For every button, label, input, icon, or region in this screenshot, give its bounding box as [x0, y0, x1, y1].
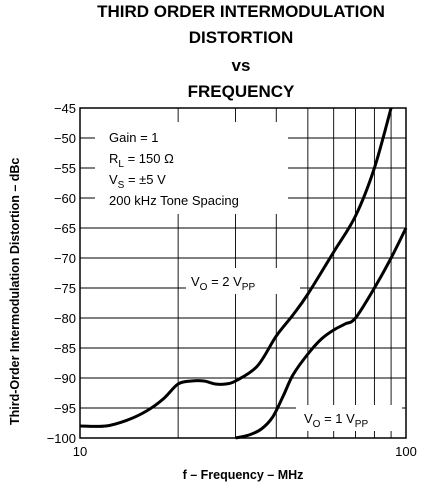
series-line-2vpp — [79, 107, 393, 428]
series-label-bg-2vpp — [186, 268, 300, 294]
chart-title-line-3: vs — [231, 56, 251, 75]
y-tick-label: −70 — [54, 251, 76, 266]
x-tick-label: 10 — [73, 444, 87, 459]
y-tick-label: −65 — [54, 221, 76, 236]
y-tick-label: −95 — [54, 401, 76, 416]
y-tick-label: −45 — [54, 101, 76, 116]
x-axis-label: f – Frequency – MHz — [182, 468, 304, 482]
y-tick-label: −50 — [54, 131, 76, 146]
condition-spacing: 200 kHz Tone Spacing — [109, 193, 239, 208]
chart-title-line-2: DISTORTION — [188, 28, 294, 47]
conditions-box — [95, 122, 288, 214]
condition-vs: VS = ±5 V — [109, 172, 166, 191]
y-tick-label: −80 — [54, 311, 76, 326]
series-label-1vpp: VO = 1 VPP — [304, 411, 368, 430]
y-tick-label: −60 — [54, 191, 76, 206]
condition-gain: Gain = 1 — [109, 130, 159, 145]
y-tick-labels: −45 −50 −55 −60 −65 −70 −75 −80 −85 −90 −95 −100 — [47, 101, 76, 446]
y-tick-label: −100 — [47, 431, 76, 446]
y-tick-label: −90 — [54, 371, 76, 386]
series-label-bg-1vpp — [296, 405, 402, 431]
x-tick-labels: 10 100 — [73, 444, 417, 459]
chart-title-line-4: FREQUENCY — [187, 82, 295, 101]
series-label-2vpp: VO = 2 VPP — [191, 274, 255, 293]
y-tick-label: −55 — [54, 161, 76, 176]
y-tick-label: −85 — [54, 341, 76, 356]
chart-title-line-1: THIRD ORDER INTERMODULATION — [97, 2, 385, 21]
y-tick-label: −75 — [54, 281, 76, 296]
series-line-1vpp — [235, 227, 408, 440]
condition-rl: RL = 150 Ω — [109, 151, 174, 170]
x-tick-label: 100 — [395, 444, 417, 459]
series-layer — [79, 107, 408, 440]
